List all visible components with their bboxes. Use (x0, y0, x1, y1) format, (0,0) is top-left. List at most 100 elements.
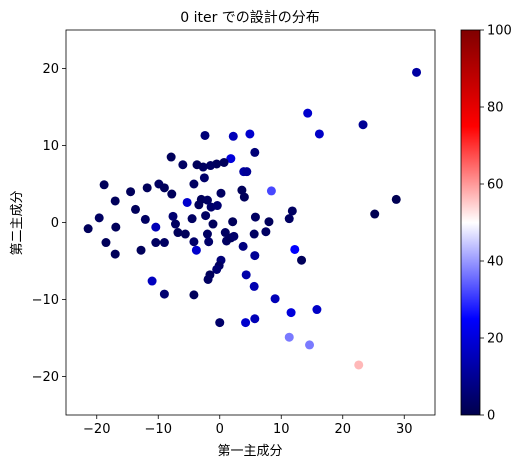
data-point-48 (173, 228, 183, 238)
colorbar-tick-label: 60 (487, 178, 504, 193)
data-point-64 (159, 238, 169, 248)
data-point-46 (168, 211, 178, 221)
data-point-11 (286, 308, 296, 318)
data-point-70 (191, 245, 201, 255)
data-point-69 (189, 237, 199, 247)
data-point-59 (201, 211, 211, 221)
data-point-83 (212, 264, 222, 274)
data-point-12 (312, 305, 322, 315)
chart-title: 0 iter での設計の分布 (180, 10, 320, 26)
data-point-65 (151, 238, 161, 248)
y-axis-label: 第二主成分 (10, 190, 25, 255)
data-point-62 (250, 212, 260, 222)
colorbar-tick-label: 100 (487, 24, 512, 39)
data-point-85 (203, 274, 213, 284)
data-point-50 (187, 214, 197, 224)
data-point-63 (264, 217, 274, 227)
data-point-41 (140, 214, 150, 224)
data-point-4 (391, 194, 401, 204)
y-tick-label: −20 (32, 370, 59, 385)
data-point-57 (237, 185, 247, 195)
x-tick-label: 20 (334, 422, 351, 437)
y-axis-ticks: −20 −10 0 10 20 (32, 62, 66, 385)
data-point-55 (212, 201, 222, 211)
x-tick-label: −10 (145, 422, 172, 437)
data-point-67 (110, 249, 120, 259)
data-point-45 (151, 222, 161, 232)
data-point-40 (130, 204, 140, 214)
data-point-30 (199, 173, 209, 183)
data-point-23 (206, 161, 216, 171)
data-point-43 (83, 224, 93, 234)
data-point-79 (238, 241, 248, 251)
data-point-92 (241, 318, 251, 328)
data-point-13 (284, 332, 294, 342)
data-point-68 (101, 238, 111, 248)
x-tick-label: −20 (83, 422, 110, 437)
x-tick-label: 0 (216, 422, 224, 437)
data-point-1 (358, 120, 368, 130)
y-tick-label: −10 (32, 293, 59, 308)
data-point-34 (142, 183, 152, 193)
data-point-78 (261, 227, 271, 237)
plot-frame (65, 29, 436, 416)
data-point-29 (242, 167, 252, 177)
data-point-38 (99, 180, 109, 190)
data-point-35 (159, 183, 169, 193)
data-point-86 (241, 270, 251, 280)
colorbar (460, 29, 481, 416)
y-tick-label: 20 (42, 62, 59, 77)
colorbar-tick-label: 20 (487, 332, 504, 347)
data-point-27 (166, 152, 176, 162)
data-point-7 (287, 206, 297, 216)
colorbar-tick-label: 0 (487, 409, 495, 424)
data-point-90 (249, 281, 259, 291)
data-point-5 (370, 209, 380, 219)
data-point-18 (200, 130, 210, 140)
x-axis-label: 第一主成分 (217, 444, 282, 459)
data-point-89 (189, 290, 199, 300)
data-point-39 (110, 196, 120, 206)
data-point-88 (159, 289, 169, 299)
data-point-61 (228, 217, 238, 227)
data-point-58 (239, 192, 249, 202)
data-point-66 (136, 245, 146, 255)
data-point-25 (192, 160, 202, 170)
data-point-71 (202, 229, 212, 239)
data-point-94 (215, 318, 225, 328)
data-point-42 (94, 213, 104, 223)
data-point-91 (270, 294, 280, 304)
data-point-17 (228, 131, 238, 141)
y-tick-label: 0 (51, 216, 59, 231)
y-tick-label: 10 (42, 139, 59, 154)
colorbar-tick-label: 80 (487, 101, 504, 116)
data-point-26 (178, 160, 188, 170)
data-point-93 (250, 314, 260, 324)
x-tick-label: 10 (273, 422, 290, 437)
data-point-31 (189, 179, 199, 189)
x-axis-ticks: −20 −10 0 10 20 30 (83, 415, 413, 437)
data-point-9 (290, 244, 300, 254)
data-point-16 (245, 129, 255, 139)
data-point-49 (180, 229, 190, 239)
data-point-19 (250, 147, 260, 157)
data-point-44 (111, 222, 121, 232)
data-point-76 (229, 231, 239, 241)
data-point-87 (147, 276, 157, 286)
data-point-21 (219, 157, 229, 167)
data-point-2 (303, 108, 313, 118)
data-point-47 (170, 219, 180, 229)
data-point-77 (249, 229, 259, 239)
data-point-10 (297, 255, 307, 265)
data-point-60 (208, 219, 218, 229)
data-point-6 (266, 186, 276, 196)
scatter-points (83, 67, 422, 370)
data-point-3 (314, 129, 324, 139)
x-tick-label: 30 (396, 422, 413, 437)
colorbar-ticks: 0 20 40 60 80 100 (480, 24, 512, 424)
data-point-14 (305, 340, 315, 350)
data-point-53 (202, 195, 212, 205)
data-point-15 (354, 360, 364, 370)
data-point-0 (412, 67, 422, 77)
